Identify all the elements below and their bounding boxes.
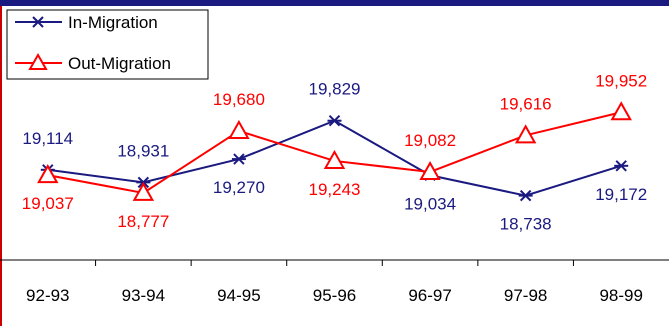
data-point-marker — [614, 160, 629, 172]
data-label: 18,931 — [117, 141, 169, 160]
x-tick-label: 92-93 — [26, 286, 69, 305]
legend-in-migration-marker — [31, 16, 45, 28]
data-point-marker — [132, 181, 155, 201]
data-label: 18,777 — [117, 212, 169, 231]
x-axis-ticks — [95, 260, 574, 266]
data-point-marker — [419, 160, 441, 180]
data-label: 19,172 — [595, 185, 647, 204]
x-tick-label: 95-96 — [313, 286, 356, 305]
data-point-marker — [37, 164, 59, 184]
data-label: 19,114 — [22, 129, 73, 148]
legend-in-migration-label: In-Migration — [68, 13, 158, 32]
series-out-migration: 19,037 18,777 19,680 19,243 19,082 19,616 19,9… — [22, 71, 647, 231]
data-point-marker — [514, 124, 537, 144]
x-tick-label: 98-99 — [599, 286, 642, 305]
x-tick-label: 93-94 — [122, 286, 165, 305]
data-label: 19,952 — [595, 71, 647, 90]
top-band — [0, 0, 669, 6]
x-tick-label: 96-97 — [408, 286, 451, 305]
data-point-marker — [518, 189, 533, 202]
x-tick-label: 97-98 — [504, 286, 547, 305]
data-point-marker — [327, 115, 342, 127]
data-point-marker — [323, 149, 346, 169]
data-label: 19,829 — [309, 80, 361, 99]
series-layer: 19,114 18,931 19,270 19,829 19,034 18,738 19,1… — [22, 71, 647, 233]
data-label: 19,616 — [500, 94, 552, 113]
data-point-marker — [610, 101, 632, 121]
data-label: 19,680 — [213, 90, 265, 109]
legend-out-migration-label: Out-Migration — [68, 54, 171, 73]
data-label: 19,037 — [22, 194, 74, 213]
x-axis-tick-labels: 92-93 93-94 94-95 95-96 96-97 97-98 98-99 — [26, 286, 643, 305]
data-label: 18,738 — [500, 215, 552, 234]
legend-out-migration-marker — [28, 52, 48, 70]
x-tick-label: 94-95 — [217, 286, 260, 305]
data-point-marker — [231, 153, 246, 165]
data-point-marker — [228, 119, 250, 139]
legend: In-Migration Out-Migration — [6, 9, 209, 80]
data-label: 19,082 — [404, 131, 456, 150]
data-label: 19,034 — [404, 194, 456, 213]
data-label: 19,270 — [213, 178, 265, 197]
data-label: 19,243 — [309, 180, 361, 199]
